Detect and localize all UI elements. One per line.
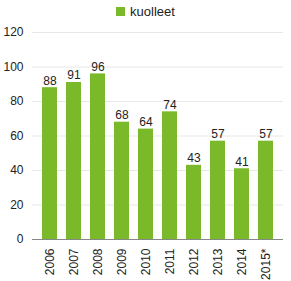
svg-text:2011: 2011 [163,248,177,274]
svg-text:2006: 2006 [43,248,57,275]
svg-text:0: 0 [17,232,24,246]
svg-text:2007: 2007 [67,248,81,275]
svg-text:100: 100 [3,60,23,74]
svg-text:68: 68 [115,108,129,122]
svg-text:2015*: 2015* [259,248,273,280]
svg-text:96: 96 [91,60,105,74]
svg-text:2009: 2009 [115,248,129,275]
svg-text:91: 91 [67,68,81,82]
svg-text:88: 88 [43,74,57,88]
svg-text:20: 20 [10,198,24,212]
svg-text:2013: 2013 [211,248,225,275]
svg-text:2014: 2014 [235,248,249,275]
svg-text:120: 120 [3,25,23,39]
svg-text:80: 80 [10,94,24,108]
svg-text:40: 40 [10,163,24,177]
svg-text:2012: 2012 [187,248,201,275]
svg-text:74: 74 [163,98,177,112]
svg-text:60: 60 [10,129,24,143]
svg-text:64: 64 [139,115,153,129]
svg-text:41: 41 [235,155,249,169]
svg-text:2010: 2010 [139,248,153,275]
svg-text:57: 57 [211,127,225,141]
html-text:kuolleet: kuolleet [130,3,175,19]
svg-text:43: 43 [187,151,201,165]
svg-text:2008: 2008 [91,248,105,275]
svg-text:57: 57 [259,127,273,141]
